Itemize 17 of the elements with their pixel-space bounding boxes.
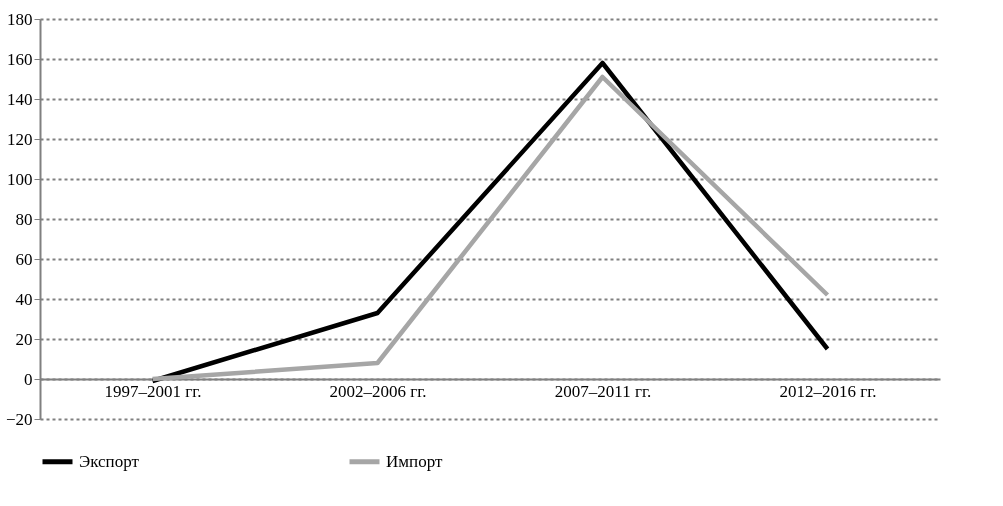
x-tick-label: 2002–2006 гг. bbox=[329, 381, 427, 401]
x-tick-label: 2012–2016 гг. bbox=[779, 381, 877, 401]
y-tick-label: 100 bbox=[7, 169, 33, 189]
y-tick-label: 20 bbox=[15, 329, 33, 349]
y-tick-label: 120 bbox=[7, 129, 33, 149]
y-tick-label: 140 bbox=[7, 89, 33, 109]
legend-label: Экспорт bbox=[79, 451, 140, 471]
x-tick-label: 1997–2001 гг. bbox=[104, 381, 202, 401]
y-tick-label: 80 bbox=[15, 209, 33, 229]
y-tick-label: 0 bbox=[24, 369, 33, 389]
y-tick-label: 60 bbox=[15, 249, 33, 269]
y-tick-label: −20 bbox=[5, 409, 33, 429]
x-tick-label: 2007–2011 гг. bbox=[554, 381, 652, 401]
y-tick-label: 180 bbox=[7, 9, 33, 29]
y-tick-label: 40 bbox=[15, 289, 33, 309]
y-tick-label: 160 bbox=[7, 49, 33, 69]
legend-label: Импорт bbox=[386, 451, 443, 471]
